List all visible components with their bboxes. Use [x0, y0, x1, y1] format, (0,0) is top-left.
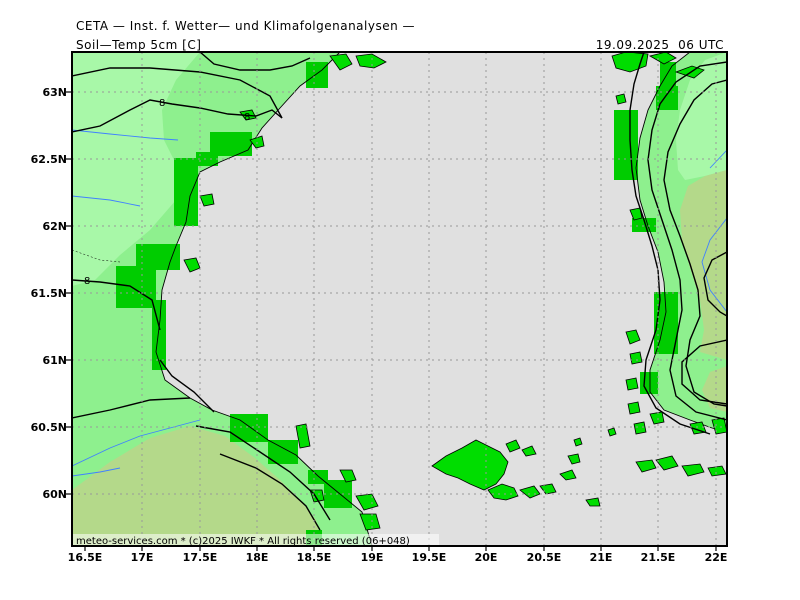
lon-label-21-5e: 21.5E: [641, 551, 676, 564]
lon-label-22e: 22E: [705, 551, 728, 564]
sweden-olive-zone: [72, 426, 322, 546]
parameter-title: Soil—Temp 5cm [C]: [76, 38, 202, 52]
lon-label-20-5e: 20.5E: [527, 551, 562, 564]
lon-label-20e: 20E: [475, 551, 498, 564]
lat-ticks: [66, 91, 72, 495]
country-border: [72, 249, 121, 263]
lon-label-17e: 17E: [131, 551, 154, 564]
lat-label-61-5n: 61.5N: [31, 287, 67, 300]
lon-label-18-5e: 18.5E: [297, 551, 332, 564]
lat-label-60-5n: 60.5N: [31, 421, 67, 434]
aland-islands: [431, 427, 727, 507]
credit-box: [73, 534, 439, 546]
lon-label-16-5e: 16.5E: [68, 551, 103, 564]
lat-label-60n: 60N: [42, 488, 67, 501]
lon-label-19-5e: 19.5E: [412, 551, 447, 564]
map-frame: [71, 51, 728, 547]
contour-label-coast: 8: [244, 112, 250, 123]
lat-label-62-5n: 62.5N: [31, 153, 67, 166]
lat-labels: 63N 62.5N 62N 61.5N 61N 60.5N 60N: [31, 86, 67, 501]
lat-label-62n: 62N: [42, 220, 67, 233]
finland-coastline: [635, 52, 727, 433]
graticule: [72, 52, 727, 546]
valid-time: 19.09.2025 06 UTC: [595, 38, 724, 52]
sweden-coastline: [155, 52, 373, 546]
lat-label-63n: 63N: [42, 86, 67, 99]
lon-labels: 16.5E 17E 17.5E 18E 18.5E 19E 19.5E 20E …: [68, 551, 728, 564]
lon-label-18e: 18E: [246, 551, 269, 564]
lon-ticks: [84, 546, 717, 551]
lon-label-21e: 21E: [590, 551, 613, 564]
lon-label-19e: 19E: [361, 551, 384, 564]
contour-label-west: 8: [84, 276, 90, 287]
credit-text: meteo-services.com * (c)2025 IWKF * All …: [76, 536, 410, 547]
contour-label-north: 8: [159, 98, 165, 109]
header-institute: CETA — Inst. f. Wetter— und Klimafolgena…: [76, 19, 416, 33]
lat-label-61n: 61N: [42, 354, 67, 367]
sweden-light-zone: [72, 52, 200, 286]
finland-olive-zone: [680, 170, 727, 360]
lon-label-17-5e: 17.5E: [183, 551, 218, 564]
isotherm-contours: [72, 52, 727, 531]
